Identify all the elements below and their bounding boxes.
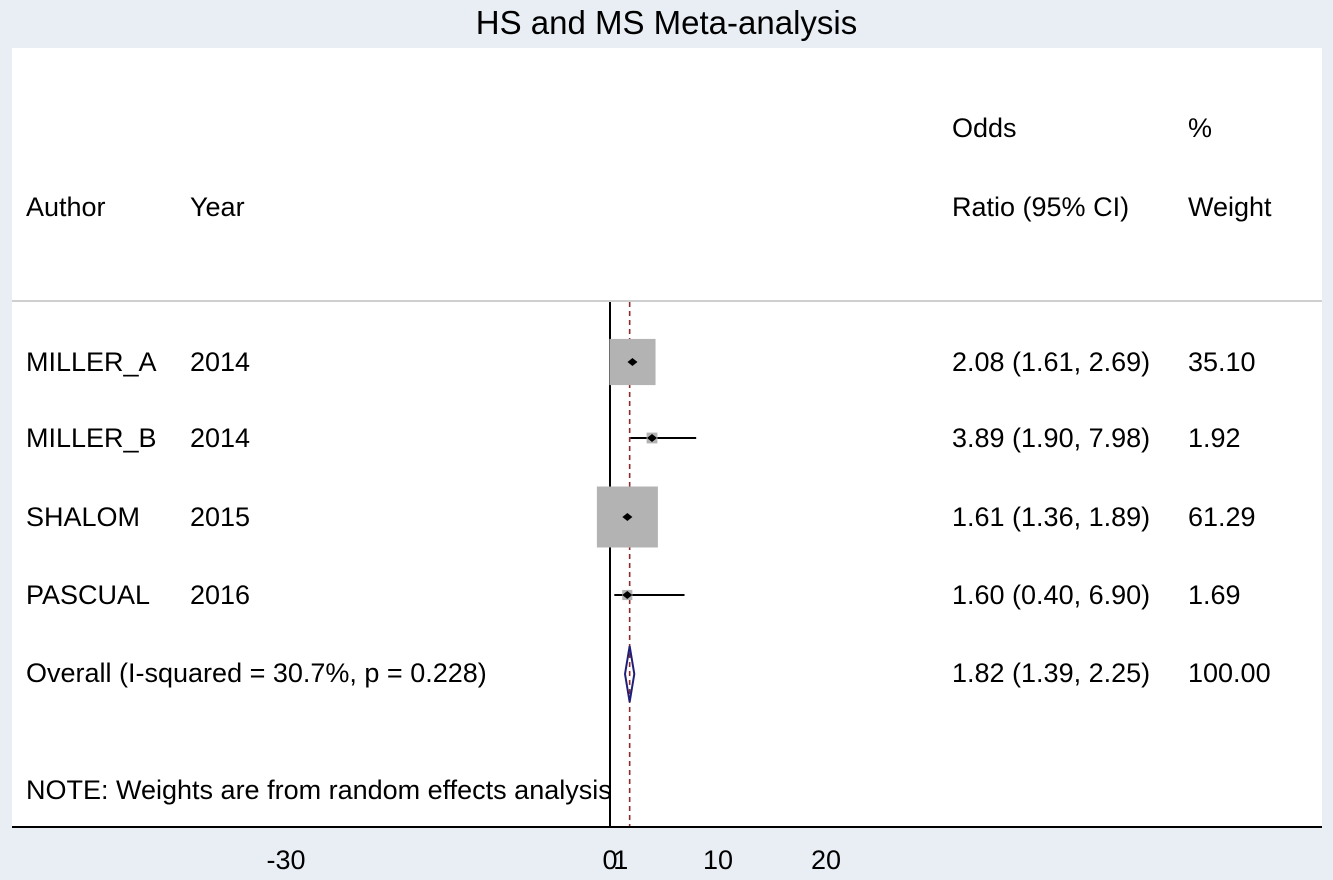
point-estimate — [622, 513, 633, 521]
header-year: Year — [190, 192, 245, 222]
forest-plot — [12, 300, 1322, 828]
study-year: 2015 — [190, 502, 251, 532]
x-tick-label: 1 — [613, 845, 629, 875]
header-weight: Weight — [1188, 192, 1272, 222]
study-author: MILLER_B — [26, 423, 157, 453]
point-estimate — [627, 358, 638, 366]
plot-panel: MILLER_A 2014 2.08 (1.61, 2.69) 35.10 MILLER… — [12, 48, 1322, 874]
chart-title: HS and MS Meta-analysis — [475, 4, 858, 41]
overall-or-ci: 1.82 (1.39, 2.25) — [952, 658, 1151, 688]
study-or-ci: 3.89 (1.90, 7.98) — [952, 423, 1151, 453]
header-author: Author — [26, 192, 106, 222]
x-tick-label: -30 — [266, 845, 306, 875]
study-weight: 1.92 — [1188, 423, 1241, 453]
header-odds: Odds — [952, 113, 1017, 143]
overall-weight: 100.00 — [1188, 658, 1271, 688]
overall-label: Overall (I-squared = 30.7%, p = 0.228) — [26, 658, 487, 688]
overall-diamond — [623, 645, 636, 703]
study-author: PASCUAL — [26, 580, 151, 610]
point-estimate — [647, 434, 658, 442]
study-author: SHALOM — [26, 502, 141, 532]
x-tick-label: 10 — [702, 845, 734, 875]
header-percent: % — [1188, 113, 1213, 143]
study-year: 2014 — [190, 423, 251, 453]
header-ratio-ci: Ratio (95% CI) — [952, 192, 1130, 222]
study-year: 2014 — [190, 347, 251, 377]
study-weight: 35.10 — [1188, 347, 1256, 377]
weights-note: NOTE: Weights are from random effects an… — [26, 775, 612, 805]
study-weight: 1.69 — [1188, 580, 1241, 610]
study-or-ci: 1.61 (1.36, 1.89) — [952, 502, 1151, 532]
point-estimate — [622, 591, 633, 599]
study-or-ci: 1.60 (0.40, 6.90) — [952, 580, 1151, 610]
study-weight: 61.29 — [1188, 502, 1256, 532]
study-or-ci: 2.08 (1.61, 2.69) — [952, 347, 1151, 377]
study-year: 2016 — [190, 580, 251, 610]
x-tick-label: 0 — [602, 845, 618, 875]
x-tick-label: 20 — [810, 845, 842, 875]
study-author: MILLER_A — [26, 347, 157, 377]
